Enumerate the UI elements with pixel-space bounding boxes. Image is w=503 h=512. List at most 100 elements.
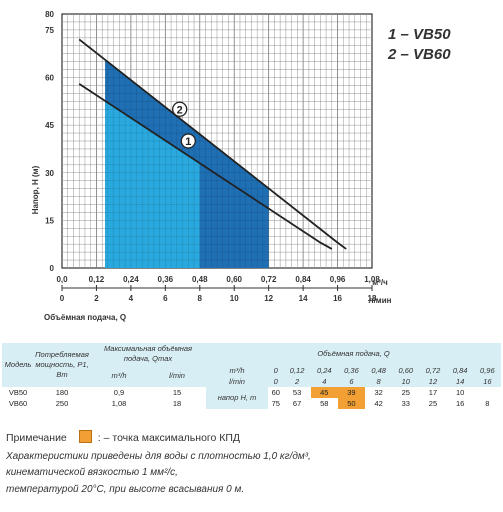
x-tick-label: 0,0	[56, 275, 68, 284]
x-tick-label: 0,96	[330, 275, 346, 284]
x-tick-label: 0,60	[226, 275, 242, 284]
curve-marker-2	[172, 101, 188, 117]
head-cell: 10	[446, 387, 474, 398]
x-tick-label-lpm: 6	[163, 294, 168, 303]
x-tick-label-lpm: 10	[230, 294, 239, 303]
y-tick-label: 80	[45, 10, 54, 19]
x-tick-label: 0,12	[89, 275, 105, 284]
x-axis-unit-bottom: л/мин	[369, 296, 392, 305]
q-m3h-cell: 0,48	[365, 365, 393, 376]
head-cell: 42	[365, 398, 393, 409]
head-cell-max-efficiency: 45	[310, 387, 338, 398]
x-tick-label: 0,48	[192, 275, 208, 284]
note-line: Примечание: – точка максимального КПД	[6, 430, 240, 444]
x-tick-label-lpm: 12	[264, 294, 273, 303]
q-m3h-cell: 0,24	[310, 365, 338, 376]
x-tick-label: 0,84	[295, 275, 311, 284]
y-tick-label: 15	[45, 216, 54, 225]
header-model: Модель	[2, 343, 34, 387]
q-m3h-cell: 0,60	[392, 365, 420, 376]
head-cell-max-efficiency: 39	[337, 387, 366, 398]
head-cell: 17	[419, 387, 447, 398]
header-power: Потребляемая мощность, P1, Вт	[34, 343, 90, 387]
chart-regions	[62, 14, 372, 269]
head-cell: 25	[392, 387, 420, 398]
q-m3h-cell: 0,12	[283, 365, 311, 376]
power-cell: 250	[34, 398, 90, 409]
head-cell: 58	[310, 398, 338, 409]
header-flow-m3h-label: m³/h	[206, 365, 268, 376]
note-label: Примечание	[6, 432, 67, 444]
y-axis-title: Напор, Н (м)	[31, 165, 40, 214]
conditions-line-3: температурой 20°C, при высоте всасывания…	[6, 484, 245, 495]
curve-marker-1	[180, 133, 196, 149]
head-cell	[473, 387, 501, 398]
x-tick-label-lpm: 2	[94, 294, 99, 303]
legend-line-2: 2 – VB60	[388, 46, 451, 63]
q-lmin-cell: 4	[310, 376, 338, 387]
model-cell: VB50	[2, 387, 34, 398]
max-efficiency-swatch	[78, 430, 92, 443]
head-cell: 67	[283, 398, 311, 409]
q-lmin-cell: 8	[365, 376, 393, 387]
table-row: VB50 180 0,9 15 напор H, m 60 53 45 39 3…	[2, 387, 501, 409]
q-m3h-cell: 0,72	[419, 365, 447, 376]
head-cell: 25	[419, 398, 447, 409]
q-m3h-cell: 0	[268, 365, 284, 376]
header-flow-lmin-label: l/min	[206, 376, 268, 387]
curve-1	[78, 83, 333, 250]
x-tick-label: 0,24	[123, 275, 139, 284]
conditions-line-2: кинематической вязкостью 1 мм²/с,	[6, 467, 178, 478]
x-tick-label-lpm: 16	[333, 294, 342, 303]
q-m3h-cell: 0,36	[337, 365, 366, 376]
head-cell: 16	[446, 398, 474, 409]
x-tick-label-lpm: 0	[60, 294, 65, 303]
q-lmin-cell: 0	[268, 376, 284, 387]
header-qmax: Максимальная объёмная подача, Qmax	[90, 343, 206, 365]
q-m3h-cell: 0,96	[473, 365, 501, 376]
curve-marker-label-2: 2	[177, 104, 183, 116]
q-m3h-cell: 0,84	[446, 365, 474, 376]
header-qmax-m3h: m³/h	[90, 365, 148, 387]
spec-table: Модель Потребляемая мощность, P1, Вт Мак…	[2, 343, 501, 409]
x-tick-label: 0,72	[261, 275, 277, 284]
head-label-cell: напор H, m	[206, 387, 268, 409]
head-cell: 32	[365, 387, 393, 398]
header-flow: Объёмная подача, Q	[206, 343, 501, 365]
q-lmin-cell: 6	[337, 376, 366, 387]
qmax-m3h-cell: 1,08	[90, 398, 148, 409]
q-lmin-cell: 16	[473, 376, 501, 387]
y-tick-label: 0	[50, 264, 55, 273]
conditions-line-1: Характеристики приведены для воды с плот…	[6, 451, 311, 462]
chart-lines: 12	[78, 38, 347, 250]
q-lmin-cell: 14	[446, 376, 474, 387]
q-lmin-cell: 12	[419, 376, 447, 387]
x-axis-unit-top: м³/ч	[372, 278, 388, 287]
power-cell: 180	[34, 387, 90, 398]
x-tick-label-lpm: 18	[368, 294, 377, 303]
x-tick-label-lpm: 14	[299, 294, 308, 303]
y-tick-label: 30	[45, 169, 54, 178]
x-axis-title: Объёмная подача, Q	[44, 313, 126, 322]
operating-region-2	[105, 100, 200, 269]
head-cell: 75	[268, 398, 284, 409]
head-cell: 8	[473, 398, 501, 409]
curve-marker-label-1: 1	[185, 136, 191, 148]
x-tick-label: 1,08	[364, 275, 380, 284]
head-cell-max-efficiency: 50	[337, 398, 366, 409]
header-qmax-lmin: l/min	[148, 365, 206, 387]
q-lmin-cell: 2	[283, 376, 311, 387]
head-cell: 60	[268, 387, 284, 398]
curve-2	[78, 38, 347, 250]
legend-line-1: 1 – VB50	[388, 26, 451, 43]
x-tick-label-lpm: 8	[198, 294, 203, 303]
model-cell: VB60	[2, 398, 34, 409]
x-tick-label-lpm: 4	[129, 294, 134, 303]
head-cell: 33	[392, 398, 420, 409]
q-lmin-cell: 10	[392, 376, 420, 387]
table-row: VB60 250 1,08 18 75 67 58 50 42 33 25 16…	[2, 398, 501, 409]
qmax-lmin-cell: 15	[148, 387, 206, 398]
head-cell: 53	[283, 387, 311, 398]
